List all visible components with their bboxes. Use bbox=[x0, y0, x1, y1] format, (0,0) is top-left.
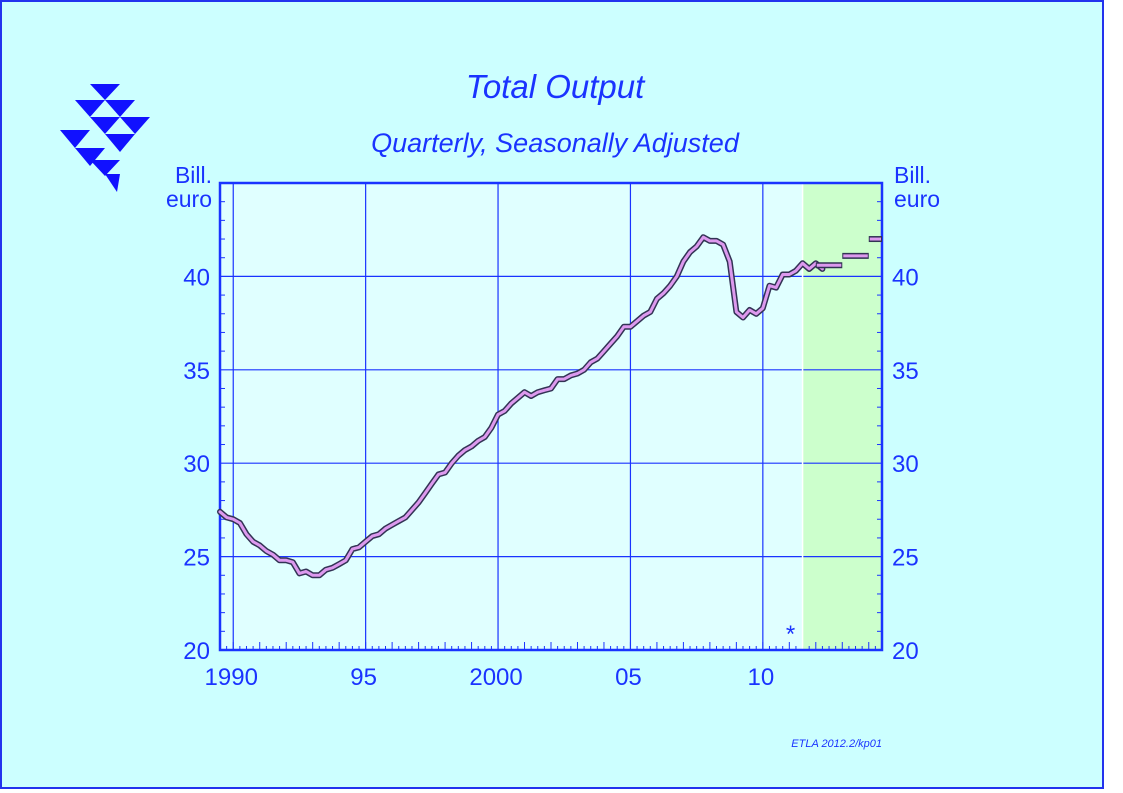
y-tick-label-left: 30 bbox=[183, 451, 210, 478]
plot-area: 20 20 25 25 30 30 35 35 40 40 1990 95 2000 05 10 * bbox=[183, 181, 919, 691]
chart-subtitle: Quarterly, Seasonally Adjusted bbox=[371, 128, 739, 158]
y-tick-label-left: 40 bbox=[183, 264, 210, 291]
chart-title: Total Output bbox=[465, 68, 645, 105]
y-tick-label-right: 40 bbox=[892, 264, 919, 291]
source-credit: ETLA 2012.2/kp01 bbox=[791, 738, 882, 750]
left-axis-unit-text: Bill. euro bbox=[165, 162, 212, 212]
right-axis-unit-text: Bill. euro bbox=[894, 162, 941, 212]
y-tick-label-left: 20 bbox=[183, 638, 210, 665]
x-tick-label: 1990 bbox=[205, 664, 258, 691]
left-axis-unit: Bill. euro bbox=[152, 163, 212, 211]
y-tick-label-right: 20 bbox=[892, 638, 919, 665]
y-tick-label-left: 25 bbox=[183, 545, 210, 572]
x-tick-label: 2000 bbox=[469, 664, 522, 691]
y-tick-label-right: 25 bbox=[892, 545, 919, 572]
etla-logo-icon bbox=[60, 84, 150, 192]
x-tick-label: 95 bbox=[350, 664, 377, 691]
x-tick-label: 05 bbox=[615, 664, 642, 691]
forecast-marker: * bbox=[786, 621, 795, 648]
plot-background bbox=[220, 183, 882, 650]
y-tick-label-left: 35 bbox=[183, 358, 210, 385]
y-tick-label-right: 35 bbox=[892, 358, 919, 385]
x-tick-label: 10 bbox=[747, 664, 774, 691]
series-line bbox=[218, 235, 824, 577]
plot-border bbox=[218, 181, 884, 652]
y-tick-label-right: 30 bbox=[892, 451, 919, 478]
right-axis-unit: Bill. euro bbox=[894, 163, 964, 211]
